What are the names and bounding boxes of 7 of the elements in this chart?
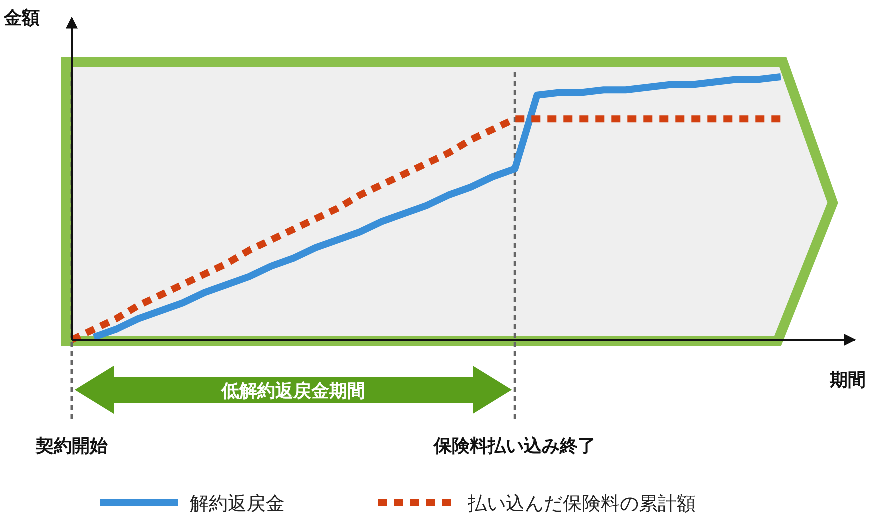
legend-label: 払い込んだ保険料の累計額 (467, 493, 696, 515)
y-axis-title: 金額 (3, 8, 40, 29)
x-tick-label: 契約開始 (35, 436, 109, 457)
text: 低解約返戻金期間 (220, 381, 366, 402)
x-axis-title: 期間 (829, 370, 866, 391)
legend-label: 解約返戻金 (190, 493, 285, 515)
x-tick-label: 保険料払い込み終了 (433, 436, 596, 457)
